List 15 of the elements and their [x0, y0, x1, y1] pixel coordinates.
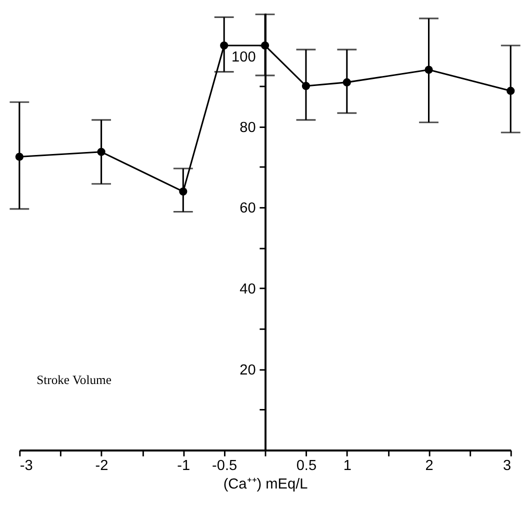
x-tick-label: 0.5: [296, 458, 317, 474]
x-tick-label: 3: [503, 458, 512, 474]
y-tick-label: 60: [240, 200, 256, 217]
x-axis-title: (Ca⁺⁺) mEq/L: [223, 476, 308, 492]
x-tick-label: 2: [425, 458, 434, 474]
x-tick-label: -2: [95, 458, 108, 474]
y-tick-label: 20: [240, 362, 256, 378]
x-tick-label: -3: [20, 458, 33, 474]
x-tick-label: -0.5: [212, 458, 238, 474]
y-tick-label: 40: [240, 282, 256, 298]
x-tick-label: 1: [343, 458, 352, 474]
y-tick-label: 100: [232, 50, 256, 66]
x-tick-label: -1: [177, 458, 190, 474]
annotation: Stroke Volume: [36, 373, 112, 387]
y-tick-label: 80: [240, 120, 256, 136]
